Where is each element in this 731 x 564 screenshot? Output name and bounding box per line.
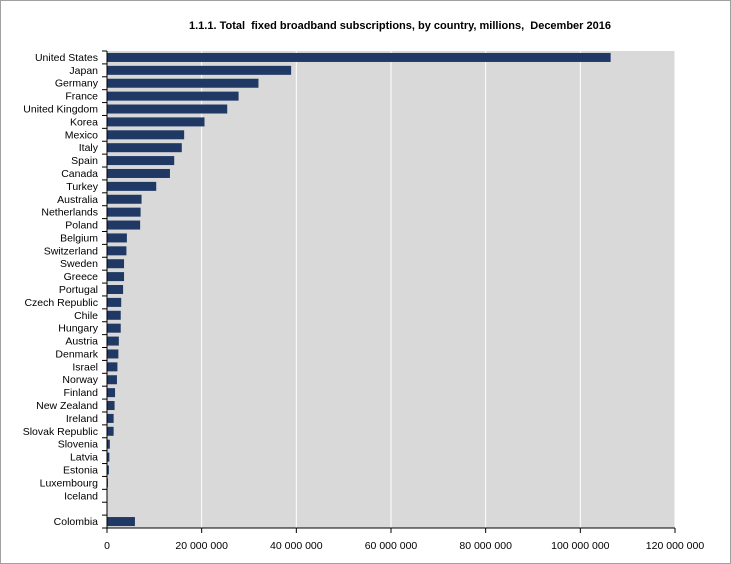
- x-tick-label: 120 000 000: [646, 540, 705, 552]
- category-label: United Kingdom: [23, 104, 98, 116]
- category-label: Ireland: [66, 413, 98, 425]
- bar: [107, 517, 135, 527]
- category-label: Chile: [74, 310, 98, 322]
- category-label: Czech Republic: [24, 297, 98, 309]
- category-label: Turkey: [66, 181, 98, 193]
- bar: [107, 181, 157, 191]
- x-tick-label: 40 000 000: [270, 540, 323, 552]
- category-label: Denmark: [55, 348, 98, 360]
- bar: [107, 323, 121, 333]
- category-label: Iceland: [64, 490, 98, 502]
- bars: [107, 52, 611, 527]
- bar: [107, 104, 228, 114]
- x-tick-label: 80 000 000: [459, 540, 512, 552]
- bar: [107, 401, 115, 411]
- x-tick-label: 0: [104, 540, 110, 552]
- bar: [107, 259, 125, 269]
- category-label: Latvia: [70, 452, 98, 464]
- category-label: Sweden: [60, 258, 98, 270]
- bar: [107, 465, 109, 475]
- bar: [107, 233, 127, 243]
- bar: [107, 194, 142, 204]
- category-label: United States: [35, 52, 98, 64]
- bar: [107, 246, 127, 256]
- category-label: Slovak Republic: [23, 426, 98, 438]
- bar: [107, 117, 205, 127]
- x-tick-label: 20 000 000: [175, 540, 228, 552]
- bar: [107, 375, 117, 385]
- category-label: Italy: [79, 142, 99, 154]
- bar: [107, 272, 125, 282]
- category-label: Mexico: [65, 129, 98, 141]
- category-label: Poland: [65, 220, 98, 232]
- x-axis: 0 20 000 000 40 000 000 60 000 000 80 000 00…: [102, 50, 705, 552]
- category-label: Spain: [71, 155, 98, 167]
- bar: [107, 349, 119, 359]
- x-tick-label: 60 000 000: [365, 540, 418, 552]
- category-label: Austria: [65, 336, 98, 348]
- category-label: Korea: [70, 116, 98, 128]
- bar: [107, 156, 175, 166]
- bar: [107, 220, 141, 230]
- bar: [107, 310, 121, 320]
- category-label: Switzerland: [44, 245, 98, 257]
- bar: [107, 413, 114, 423]
- bar: [107, 297, 122, 307]
- bar: [107, 452, 110, 462]
- bar: [107, 426, 114, 436]
- category-label: Colombia: [54, 516, 99, 528]
- category-label: Greece: [64, 271, 99, 283]
- category-label: Norway: [62, 374, 98, 386]
- category-label: Australia: [57, 194, 98, 206]
- x-tick-label: 100 000 000: [551, 540, 610, 552]
- category-label: Japan: [69, 65, 98, 77]
- bar: [107, 78, 259, 88]
- category-label: Slovenia: [58, 439, 98, 451]
- category-label: Belgium: [60, 232, 98, 244]
- bar: [107, 207, 141, 217]
- category-label: Estonia: [63, 464, 98, 476]
- bar: [107, 388, 116, 398]
- category-label: Israel: [72, 361, 98, 373]
- bar: [107, 336, 119, 346]
- bar: [107, 439, 110, 449]
- gridlines: [201, 51, 676, 528]
- bar: [107, 168, 170, 178]
- bar: [107, 143, 182, 153]
- category-label: Hungary: [58, 323, 98, 335]
- bar: [107, 91, 239, 101]
- bar: [107, 130, 185, 140]
- chart-title: 1.1.1. Total fixed broadband subscriptio…: [189, 20, 611, 32]
- bar: [107, 65, 292, 75]
- category-label: Germany: [55, 78, 99, 90]
- category-label: Netherlands: [41, 207, 98, 219]
- category-label: Portugal: [59, 284, 98, 296]
- category-label: Canada: [61, 168, 98, 180]
- category-label: Luxembourg: [40, 477, 99, 489]
- category-label: Finland: [64, 387, 99, 399]
- bar: [107, 285, 124, 294]
- bar: [107, 52, 611, 62]
- bar: [107, 362, 118, 372]
- category-label: New Zealand: [36, 400, 98, 412]
- category-label: France: [65, 91, 98, 103]
